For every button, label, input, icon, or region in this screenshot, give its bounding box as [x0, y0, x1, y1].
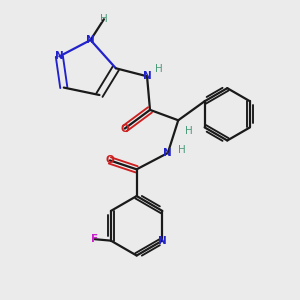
- Text: N: N: [55, 51, 64, 62]
- Text: N: N: [158, 236, 167, 246]
- Text: O: O: [120, 124, 129, 134]
- Text: N: N: [86, 35, 95, 45]
- Text: F: F: [91, 234, 98, 244]
- Text: N: N: [143, 71, 152, 81]
- Text: O: O: [106, 155, 114, 165]
- Text: H: H: [178, 145, 186, 155]
- Text: N: N: [164, 148, 172, 158]
- Text: H: H: [185, 126, 193, 136]
- Text: H: H: [100, 14, 108, 24]
- Text: H: H: [155, 64, 163, 74]
